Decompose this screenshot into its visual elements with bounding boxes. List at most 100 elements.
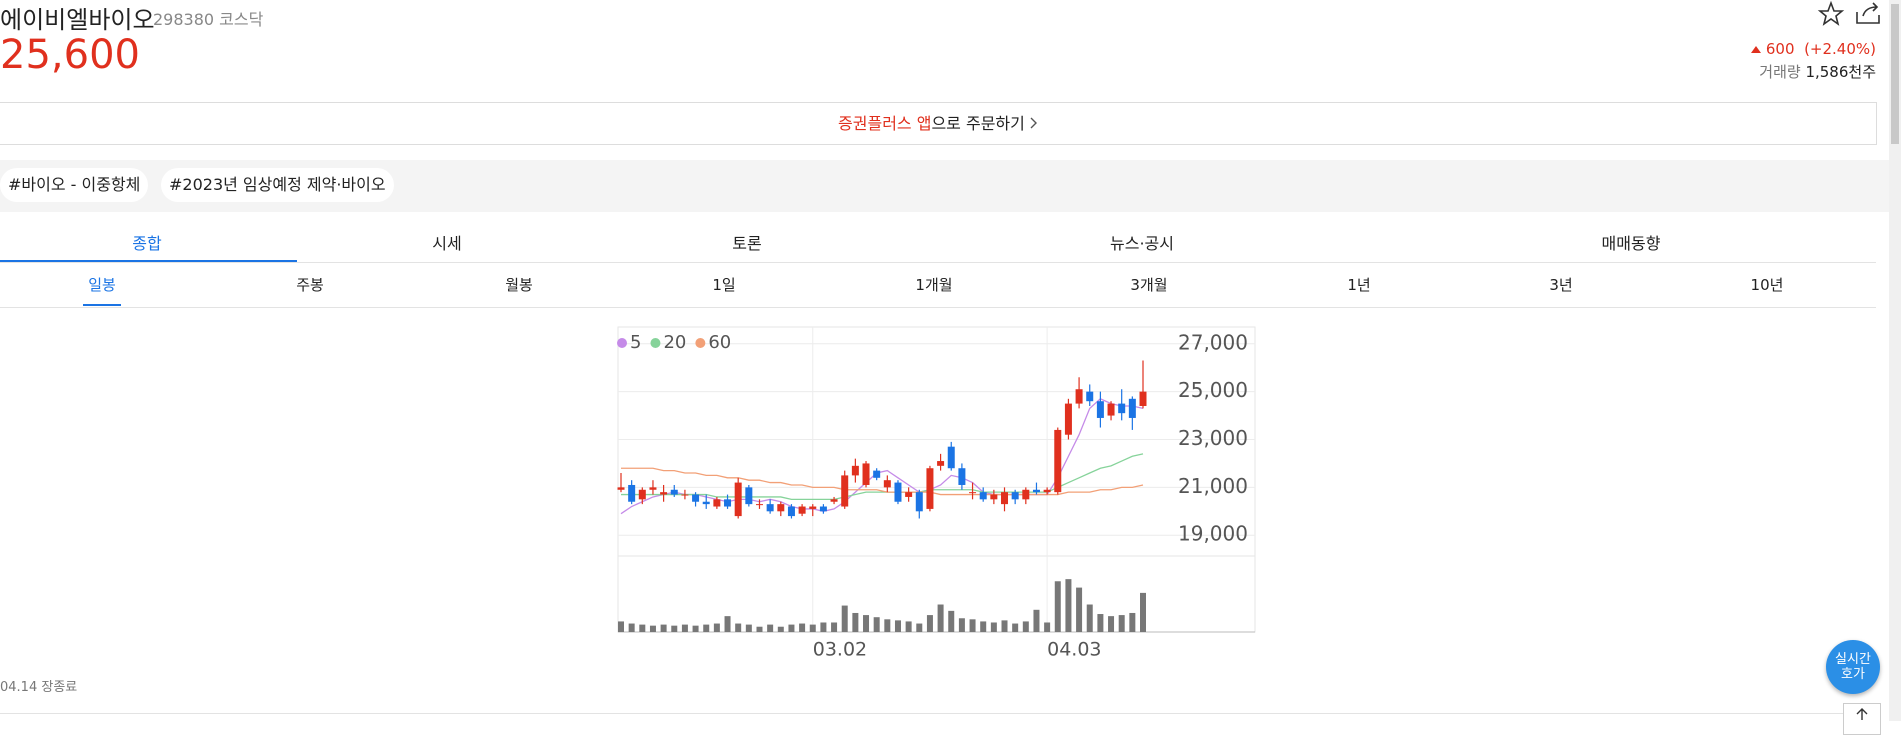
- candle-body: [1011, 492, 1019, 500]
- divider: [0, 713, 1876, 714]
- volume-bar: [745, 624, 752, 632]
- volume-bar: [618, 621, 624, 632]
- period-tab[interactable]: 3개월: [1130, 276, 1168, 294]
- volume-bar: [852, 612, 859, 632]
- candle-body: [1118, 403, 1126, 414]
- candle-body: [745, 487, 753, 505]
- candle-body: [937, 461, 945, 466]
- period-tab[interactable]: 일봉: [88, 276, 116, 294]
- volume-bar: [1033, 609, 1040, 632]
- volume-bar: [1086, 604, 1093, 632]
- ma-line: [621, 467, 1144, 496]
- volume-bar: [873, 617, 880, 632]
- status-label: 장종료: [41, 680, 78, 695]
- volume-bar: [863, 615, 870, 632]
- order-text: 으로 주문하기: [931, 114, 1025, 133]
- x-tick-label: 03.02: [813, 639, 867, 661]
- volume-bar: [735, 623, 742, 632]
- period-tab[interactable]: 주봉: [296, 276, 324, 294]
- volume-bar: [820, 622, 827, 632]
- tab[interactable]: 시세: [432, 234, 462, 253]
- y-tick-label: 23,000: [1178, 426, 1248, 450]
- period-tab[interactable]: 1년: [1347, 276, 1371, 294]
- favorite-icon[interactable]: [1817, 0, 1845, 26]
- volume-bar: [809, 624, 816, 632]
- period-tab[interactable]: 3년: [1549, 276, 1573, 294]
- top-button[interactable]: [1843, 703, 1881, 735]
- market: 코스닥: [219, 10, 264, 29]
- change-rate: (+2.40%): [1804, 40, 1876, 58]
- candle-body: [628, 484, 636, 502]
- divider: [0, 262, 1876, 263]
- volume-bar: [681, 624, 688, 632]
- y-tick-label: 19,000: [1178, 522, 1248, 546]
- candle-body: [1022, 489, 1030, 500]
- tab[interactable]: 종합: [132, 234, 162, 253]
- y-tick-label: 25,000: [1178, 378, 1248, 402]
- candle-body: [649, 487, 657, 490]
- stock-code: 298380 코스닥: [153, 6, 263, 30]
- status: 04.14 장종료: [0, 676, 77, 695]
- tag[interactable]: #2023년 임상예정 제약·바이오: [161, 168, 394, 202]
- candle-body: [1001, 492, 1009, 505]
- period-tab[interactable]: 10년: [1750, 276, 1784, 294]
- volume-bar: [948, 610, 955, 632]
- candle-body: [1139, 391, 1147, 406]
- stock-name: 에이비엘바이오: [0, 6, 155, 34]
- candle-body: [969, 492, 977, 494]
- share-icon[interactable]: [1856, 2, 1880, 24]
- volume-bar: [1129, 612, 1136, 632]
- candle-body: [681, 494, 689, 496]
- tab[interactable]: 매매동향: [1601, 234, 1661, 253]
- volume-bar: [1065, 579, 1072, 632]
- volume-bar: [1140, 592, 1146, 632]
- candle-body: [660, 492, 668, 495]
- candle-body: [841, 475, 849, 507]
- volume-bar: [1054, 581, 1061, 632]
- candle-body: [819, 506, 827, 512]
- candle-body: [692, 494, 700, 502]
- volume-bar: [639, 624, 646, 632]
- candle-body: [1107, 403, 1115, 416]
- candle-body: [809, 506, 817, 509]
- tab[interactable]: 토론: [732, 234, 762, 253]
- candle-body: [724, 499, 732, 507]
- candle-body: [851, 465, 859, 476]
- volume-bar: [937, 604, 944, 632]
- legend-label: 20: [663, 332, 686, 353]
- volume-bar: [777, 626, 784, 632]
- volume-bar: [1001, 620, 1008, 632]
- volume-bar: [713, 623, 720, 632]
- volume-bar: [799, 623, 806, 632]
- volume-bar: [767, 624, 774, 632]
- candle-body: [638, 489, 646, 500]
- candle-body: [1075, 389, 1083, 404]
- volume-bar: [671, 625, 678, 632]
- order-highlight: 증권플러스 앱: [838, 114, 932, 133]
- period-tab[interactable]: 1개월: [915, 276, 953, 294]
- volume-bar: [788, 624, 795, 632]
- candle-body: [1032, 489, 1040, 493]
- legend-label: 5: [630, 332, 641, 353]
- up-arrow: [1856, 708, 1868, 720]
- tab-underline: [0, 260, 297, 262]
- period-tab[interactable]: 월봉: [505, 276, 533, 294]
- realtime-button[interactable]: 실시간 호가: [1826, 640, 1880, 694]
- candle-body: [1064, 403, 1072, 435]
- volume-bar: [916, 623, 923, 632]
- candle-body: [777, 504, 785, 512]
- volume-label: 거래량: [1759, 63, 1801, 81]
- tag[interactable]: #바이오 - 이중항체: [0, 168, 149, 202]
- period-tab[interactable]: 1일: [712, 276, 736, 294]
- tab[interactable]: 뉴스·공시: [1110, 234, 1174, 253]
- candle-body: [670, 489, 678, 495]
- legend-dot: [617, 338, 627, 348]
- legend-dot: [650, 338, 661, 348]
- realtime-line: 호가: [1841, 667, 1865, 682]
- candle-body: [798, 506, 806, 514]
- volume-bar: [969, 619, 976, 632]
- order-button[interactable]: 증권플러스 앱으로 주문하기: [0, 102, 1877, 145]
- scrollbar: [1889, 0, 1901, 721]
- volume-bar: [958, 618, 965, 632]
- volume-bar: [894, 620, 901, 632]
